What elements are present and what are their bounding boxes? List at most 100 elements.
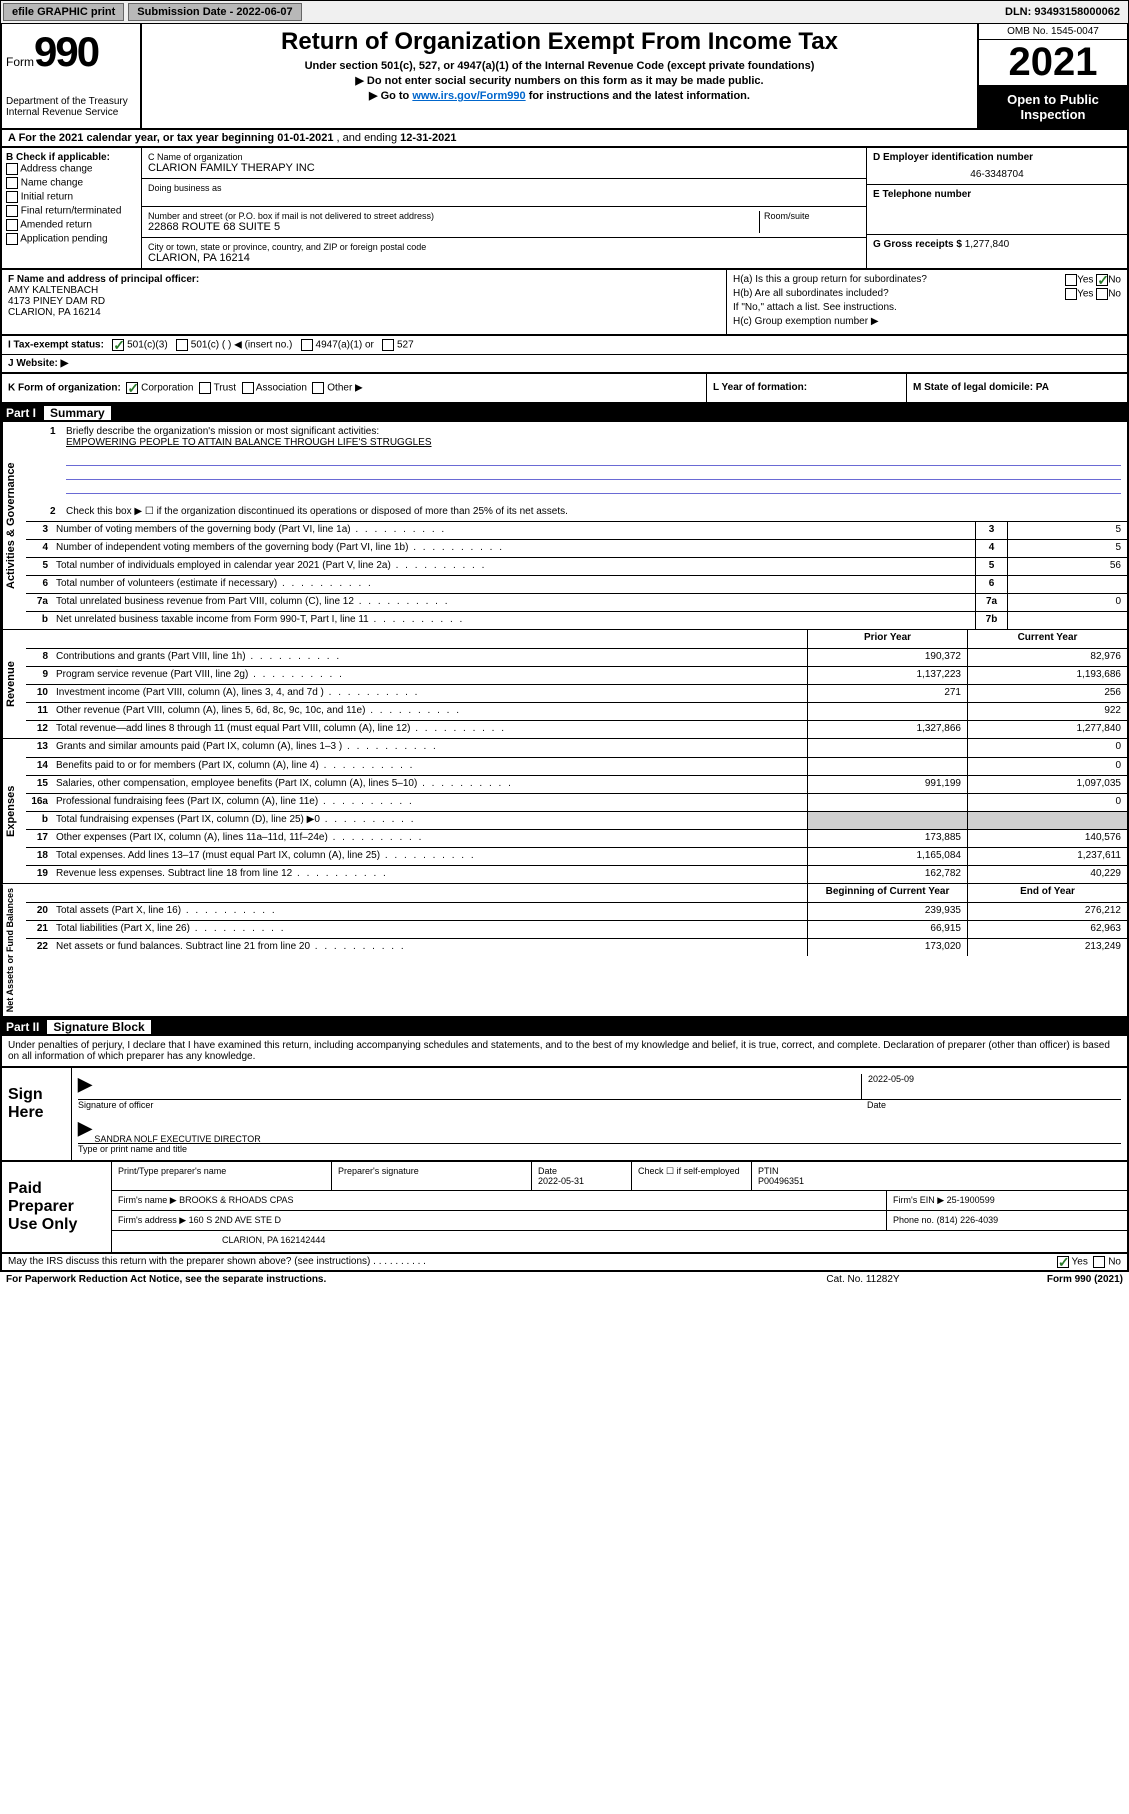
sign-date: 2022-05-09 [861,1074,1121,1099]
boy-hdr: Beginning of Current Year [807,884,967,902]
row-a-mid: , and ending [337,132,401,144]
hb-label: H(b) Are all subordinates included? [733,288,889,299]
4947-checkbox[interactable] [301,339,313,351]
trust-checkbox[interactable] [199,382,211,394]
gov-row: 3Number of voting members of the governi… [26,521,1127,539]
gov-row: 7aTotal unrelated business revenue from … [26,593,1127,611]
assoc-checkbox[interactable] [242,382,254,394]
street-label: Number and street (or P.O. box if mail i… [148,211,755,221]
declaration-text: Under penalties of perjury, I declare th… [0,1036,1129,1068]
ein-value: 46-3348704 [873,169,1121,180]
irs-link[interactable]: www.irs.gov/Form990 [412,90,525,102]
hb-no-checkbox[interactable] [1096,288,1108,300]
pp-date: 2022-05-31 [538,1176,584,1186]
underline [66,480,1121,494]
hb-yes-checkbox[interactable] [1065,288,1077,300]
name-label: Type or print name and title [78,1144,1121,1154]
street-value: 22868 ROUTE 68 SUITE 5 [148,221,755,233]
fgh-left: F Name and address of principal officer:… [2,270,727,334]
exp-row: 19Revenue less expenses. Subtract line 1… [26,865,1127,883]
section-fgh: F Name and address of principal officer:… [0,270,1129,336]
form-header-left: Form 990 Department of the Treasury Inte… [2,24,142,128]
officer-addr2: CLARION, PA 16214 [8,307,101,318]
arrow-icon: ▶ [78,1118,92,1138]
rev-row: 9Program service revenue (Part VIII, lin… [26,666,1127,684]
colb-item[interactable]: Name change [6,177,137,189]
subtitle-1: Under section 501(c), 527, or 4947(a)(1)… [150,60,969,72]
501c3-checkbox[interactable] [112,339,124,351]
dba-label: Doing business as [148,183,860,193]
other-checkbox[interactable] [312,382,324,394]
colb-item[interactable]: Address change [6,163,137,175]
may-no-checkbox[interactable] [1093,1256,1105,1268]
mission-text: EMPOWERING PEOPLE TO ATTAIN BALANCE THRO… [66,437,432,448]
501c-checkbox[interactable] [176,339,188,351]
subtitle-3: ▶ Go to www.irs.gov/Form990 for instruct… [150,89,969,102]
col-b-label: B Check if applicable: [6,152,110,163]
part1-num: Part I [6,406,44,420]
rev-row: 11Other revenue (Part VIII, column (A), … [26,702,1127,720]
sub3-pre: ▶ Go to [369,90,412,102]
paid-preparer-block: Paid Preparer Use Only Print/Type prepar… [0,1162,1129,1254]
firm-addr1: 160 S 2ND AVE STE D [189,1215,281,1225]
corp-checkbox[interactable] [126,382,138,394]
form-no: Form 990 (2021) [963,1274,1123,1285]
colb-item[interactable]: Application pending [6,233,137,245]
part2-header: Part II Signature Block [0,1018,1129,1036]
row-ij: I Tax-exempt status: 501(c)(3) 501(c) ( … [0,336,1129,374]
room-label: Room/suite [764,211,860,221]
top-bar: efile GRAPHIC print Submission Date - 20… [0,0,1129,24]
city-value: CLARION, PA 16214 [148,252,860,264]
side-label-revenue: Revenue [2,630,26,738]
firm-phone: (814) 226-4039 [937,1215,999,1225]
row-a-end: 12-31-2021 [400,132,456,144]
pp-col3: Date [538,1166,557,1176]
underline [66,452,1121,466]
org-name-label: C Name of organization [148,152,860,162]
col-b: B Check if applicable: Address change Na… [2,148,142,268]
527-checkbox[interactable] [382,339,394,351]
gov-row: 6Total number of volunteers (estimate if… [26,575,1127,593]
part2-num: Part II [6,1020,47,1034]
row-i-label: I Tax-exempt status: [8,340,104,351]
may-yes-checkbox[interactable] [1057,1256,1069,1268]
gross-label: G Gross receipts $ [873,239,962,250]
efile-button[interactable]: efile GRAPHIC print [3,3,124,21]
sig-label: Signature of officer [78,1100,861,1110]
pp-ptin: P00496351 [758,1176,804,1186]
form-word: Form [6,55,34,69]
cat-no: Cat. No. 11282Y [763,1274,963,1285]
submission-date-button[interactable]: Submission Date - 2022-06-07 [128,3,301,21]
sign-here-label: Sign Here [2,1068,72,1160]
part1-header: Part I Summary [0,404,1129,422]
dln-label: DLN: 93493158000062 [997,4,1128,20]
f-label: F Name and address of principal officer: [8,274,199,285]
dept-label: Department of the Treasury Internal Reve… [6,96,136,118]
hc-label: H(c) Group exemption number ▶ [733,316,1121,327]
colb-item[interactable]: Final return/terminated [6,205,137,217]
current-year-hdr: Current Year [967,630,1127,648]
city-label: City or town, state or province, country… [148,242,860,252]
row-k: K Form of organization: Corporation Trus… [0,374,1129,404]
firm-phone-label: Phone no. [893,1215,934,1225]
ha-yes-checkbox[interactable] [1065,274,1077,286]
ha-no-checkbox[interactable] [1096,274,1108,286]
exp-row: 14Benefits paid to or for members (Part … [26,757,1127,775]
paid-label: Paid Preparer Use Only [2,1162,112,1252]
form-header-mid: Return of Organization Exempt From Incom… [142,24,977,128]
row-a: A For the 2021 calendar year, or tax yea… [0,130,1129,148]
part2-title: Signature Block [47,1020,150,1034]
gov-row: bNet unrelated business taxable income f… [26,611,1127,629]
exp-row: bTotal fundraising expenses (Part IX, co… [26,811,1127,829]
colb-item[interactable]: Initial return [6,191,137,203]
l-label: L Year of formation: [713,382,807,393]
form-number: 990 [34,28,98,76]
m-label: M State of legal domicile: PA [913,382,1049,393]
pp-col2: Preparer's signature [332,1162,532,1190]
line1: 1 Briefly describe the organization's mi… [26,422,1127,452]
colb-item[interactable]: Amended return [6,219,137,231]
line2: 2 Check this box ▶ ☐ if the organization… [26,502,1127,521]
gross-value: 1,277,840 [965,239,1010,250]
gov-row: 4Number of independent voting members of… [26,539,1127,557]
col-header-row: Prior Year Current Year [26,630,1127,648]
